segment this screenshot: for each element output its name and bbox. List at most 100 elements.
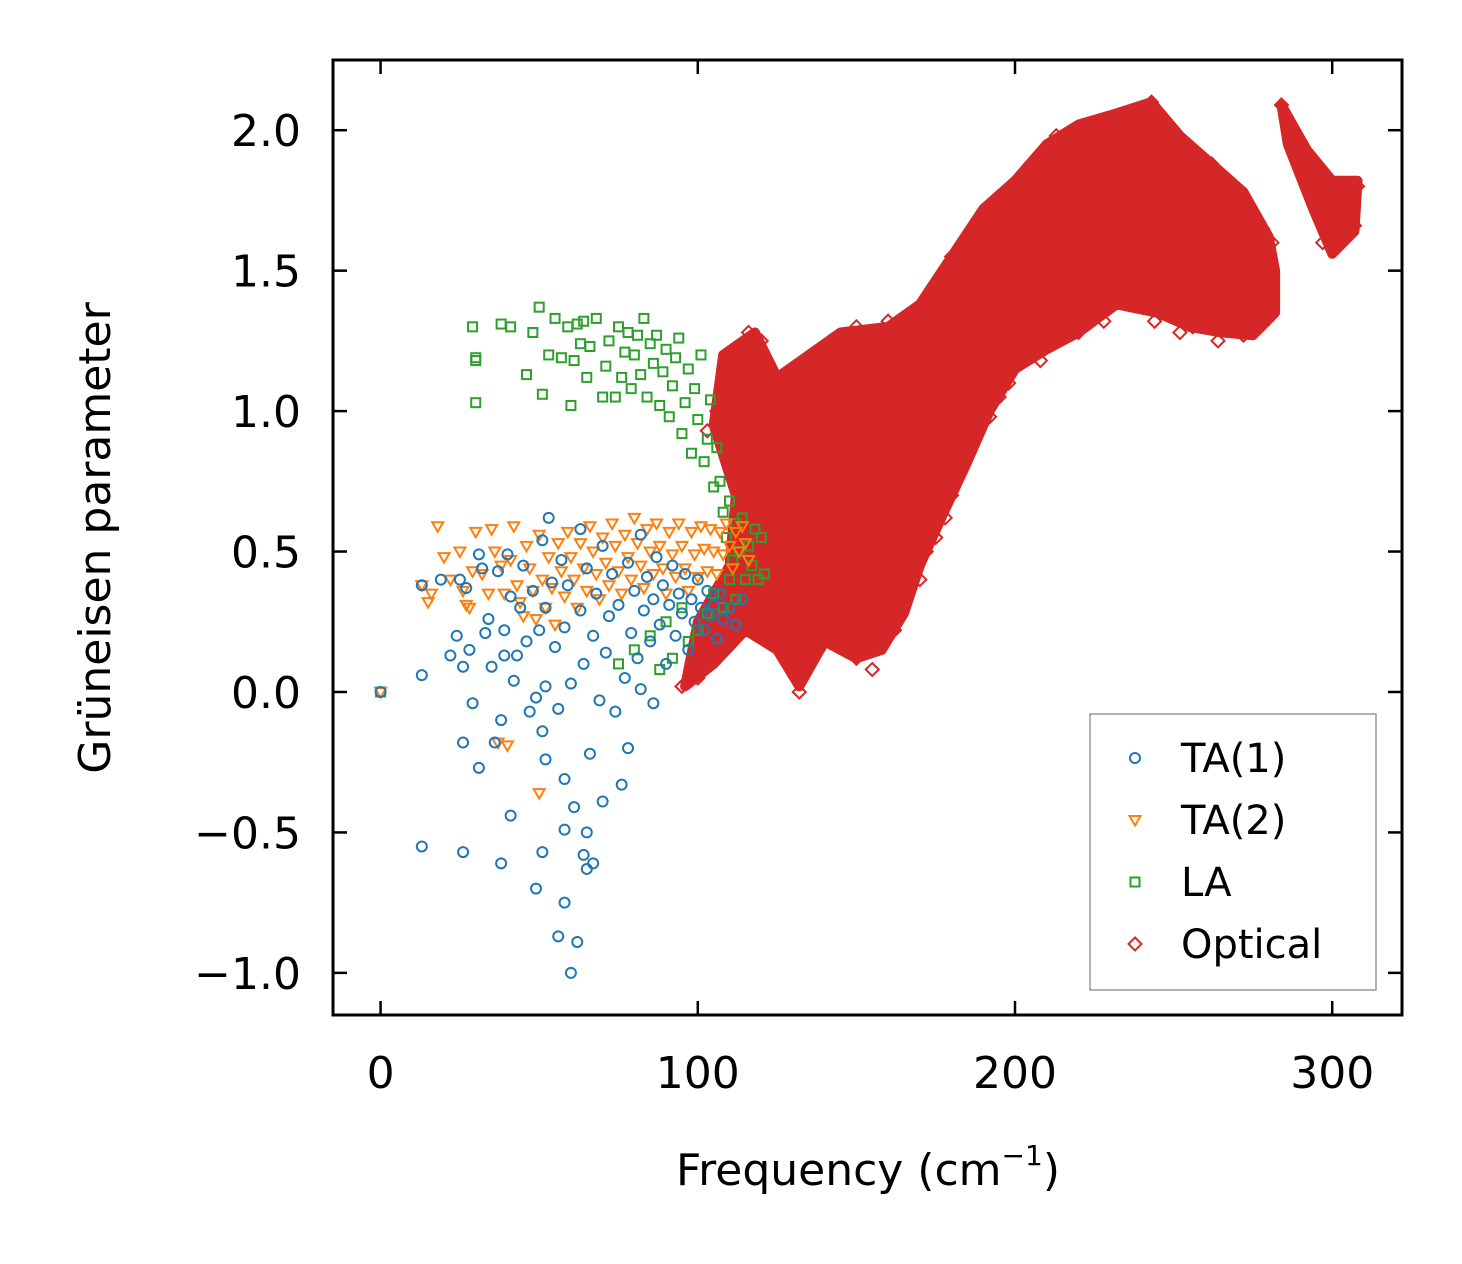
data-point <box>927 403 944 420</box>
data-point <box>953 453 969 470</box>
data-point <box>415 579 428 592</box>
data-point <box>698 456 710 468</box>
data-point <box>587 857 600 870</box>
data-point <box>558 896 571 909</box>
data-point <box>810 436 827 453</box>
data-point <box>698 624 711 637</box>
data-point <box>662 526 677 540</box>
data-point <box>488 736 501 749</box>
data-point <box>647 357 659 369</box>
data-point <box>1070 324 1087 341</box>
data-point <box>1165 262 1182 279</box>
data-point <box>772 599 789 616</box>
data-point <box>1197 313 1214 330</box>
data-point <box>1244 268 1261 285</box>
data-point <box>547 619 563 633</box>
data-point <box>1241 200 1258 217</box>
data-point <box>507 674 520 687</box>
data-point <box>778 481 795 498</box>
data-point <box>1153 108 1169 125</box>
data-point <box>823 605 839 622</box>
data-point <box>927 529 944 546</box>
data-point <box>564 966 577 979</box>
data-point <box>991 389 1008 405</box>
data-point <box>1022 276 1039 293</box>
data-point <box>880 313 897 330</box>
data-point <box>520 369 532 381</box>
data-point <box>602 610 615 623</box>
data-point <box>652 540 667 554</box>
data-point <box>560 526 575 540</box>
data-point <box>474 569 490 582</box>
data-point <box>739 574 751 586</box>
data-point <box>595 532 610 545</box>
data-point <box>972 417 989 434</box>
data-point <box>623 574 639 588</box>
data-point <box>1000 240 1017 257</box>
data-point <box>785 417 801 434</box>
data-point <box>690 571 706 585</box>
data-point <box>816 543 833 560</box>
data-point <box>669 629 682 642</box>
data-point <box>689 383 701 395</box>
data-point <box>959 229 976 245</box>
data-point <box>721 417 738 434</box>
data-point <box>646 569 661 582</box>
data-point <box>1083 304 1100 321</box>
plot-area <box>373 94 1366 979</box>
data-point <box>1346 217 1363 234</box>
data-point <box>943 487 960 504</box>
optical-dense-cloud <box>680 97 1281 692</box>
data-point <box>731 546 747 560</box>
data-point <box>1184 318 1201 335</box>
data-point <box>689 670 706 686</box>
data-point <box>663 411 675 423</box>
data-point <box>568 801 581 814</box>
data-point <box>880 501 897 518</box>
data-point <box>737 389 754 405</box>
data-point <box>708 403 725 420</box>
data-point <box>600 360 612 372</box>
data-point <box>880 599 897 616</box>
data-point <box>1324 240 1341 257</box>
data-point <box>694 601 707 614</box>
data-point <box>701 584 714 597</box>
data-point <box>969 262 985 279</box>
data-point <box>495 318 507 330</box>
data-point <box>612 598 625 611</box>
data-point <box>580 862 593 875</box>
data-point <box>679 397 691 409</box>
data-point <box>637 604 650 617</box>
data-point <box>1273 97 1290 113</box>
data-point <box>1254 220 1271 237</box>
data-point <box>701 433 713 445</box>
data-point <box>530 882 543 895</box>
data-point <box>710 632 723 645</box>
data-point <box>472 548 485 561</box>
data-point <box>1095 113 1112 130</box>
data-point <box>563 552 579 565</box>
data-point <box>1349 178 1366 195</box>
data-point <box>693 521 709 534</box>
data-point <box>642 546 658 560</box>
data-point <box>582 521 598 534</box>
data-point <box>1095 313 1112 330</box>
data-point <box>746 473 763 490</box>
data-point <box>864 332 881 349</box>
data-point <box>463 643 476 656</box>
data-point <box>625 627 638 639</box>
data-point <box>854 622 871 639</box>
data-point <box>1038 144 1055 161</box>
data-point <box>631 652 644 665</box>
data-point <box>549 641 562 654</box>
data-point <box>484 524 499 537</box>
data-point <box>634 528 647 541</box>
data-point <box>536 846 549 859</box>
data-point <box>724 574 736 586</box>
data-point <box>628 349 640 361</box>
data-point <box>580 562 593 575</box>
data-point <box>552 702 565 715</box>
data-point <box>721 622 738 639</box>
series-ta-1- <box>374 511 749 979</box>
data-point <box>655 563 671 576</box>
